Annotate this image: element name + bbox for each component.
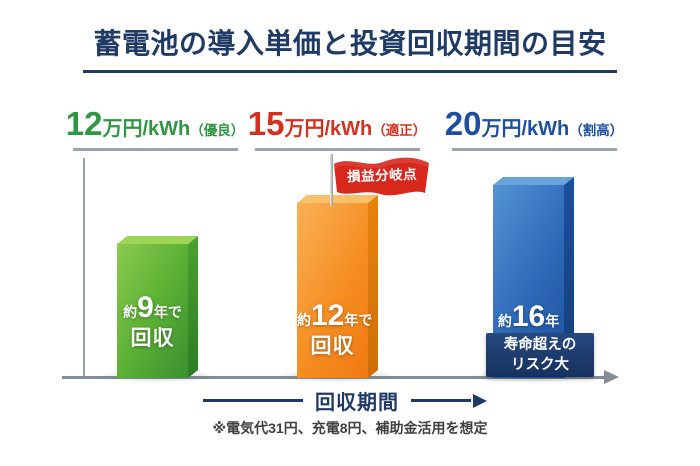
assumptions-footnote: ※電気代31円、充電8円、補助金活用を想定 (212, 420, 488, 436)
price-number: 20 (444, 105, 482, 142)
price-unit: 万円/kWh (284, 118, 373, 140)
caption-line-left (203, 399, 303, 402)
bar-label-line1: 約12年で (297, 299, 372, 332)
column-header-15man: 15万円/kWh（適正） (227, 105, 447, 151)
header-underline (72, 148, 238, 151)
break-even-label: 損益分岐点 (346, 166, 418, 185)
flag-highlight (334, 157, 429, 169)
years-number: 12 (311, 299, 345, 332)
price-unit: 万円/kWh (481, 118, 570, 140)
years-number: 9 (137, 291, 154, 324)
approx-prefix: 約 (123, 304, 138, 320)
lifespan-risk-box: 寿命超えの リスク大 (486, 333, 594, 377)
bar-orange-12-years (297, 195, 378, 378)
bar-side-face (368, 195, 378, 378)
y-axis-line (83, 158, 85, 378)
column-header-12man: 12万円/kWh（優良） (45, 105, 265, 151)
bar-front-face (297, 203, 368, 378)
x-axis-arrow-icon (604, 370, 619, 384)
bar-top-face (297, 195, 378, 203)
price-unit: 万円/kWh (102, 118, 191, 140)
approx-prefix: 約 (297, 312, 311, 328)
years-suffix: 年 (545, 313, 560, 329)
page-title: 蓄電池の導入単価と投資回収期間の目安 (83, 22, 617, 73)
header-underline (254, 148, 420, 151)
bar-label-16-years: 約16年 (493, 301, 564, 333)
price-tag: （適正） (372, 123, 427, 138)
bar-label-9-years: 約9年で 回収 (117, 292, 188, 350)
caption-arrow-icon (473, 393, 487, 408)
bar-label-12-years: 約12年で 回収 (297, 299, 372, 358)
approx-prefix: 約 (497, 313, 512, 329)
bar-label-line1: 約16年 (493, 301, 564, 333)
bar-top-face (493, 177, 574, 185)
bar-side-face (564, 177, 574, 378)
bar-front-face (117, 244, 188, 378)
title-row: 蓄電池の導入単価と投資回収期間の目安 (0, 22, 700, 73)
bar-top-face (117, 236, 198, 244)
bar-label-line1: 約9年で (117, 292, 188, 324)
x-axis-caption: 回収期間 (0, 386, 690, 415)
x-axis-caption-label: 回収期間 (315, 392, 399, 414)
break-even-flag-icon (334, 157, 429, 196)
years-number: 16 (511, 300, 546, 333)
years-suffix: 年で (344, 312, 373, 328)
price-tag: （優良） (190, 123, 245, 138)
price-number: 12 (65, 105, 103, 142)
header-underline (451, 148, 617, 151)
column-header-20man: 20万円/kWh（割高） (424, 105, 644, 151)
flag-shape (334, 157, 429, 196)
caption-line-right (411, 399, 471, 402)
recovery-word: 回収 (130, 326, 175, 350)
bar-side-face (188, 236, 198, 378)
risk-line2: リスク大 (511, 356, 569, 373)
risk-line1: 寿命超えの (503, 337, 577, 353)
flag-pole (330, 154, 333, 206)
bar-green-9-years (117, 236, 198, 378)
price-tag: （割高） (569, 123, 624, 138)
price-number: 15 (247, 105, 285, 142)
recovery-word: 回収 (310, 334, 355, 358)
years-suffix: 年で (153, 304, 182, 320)
